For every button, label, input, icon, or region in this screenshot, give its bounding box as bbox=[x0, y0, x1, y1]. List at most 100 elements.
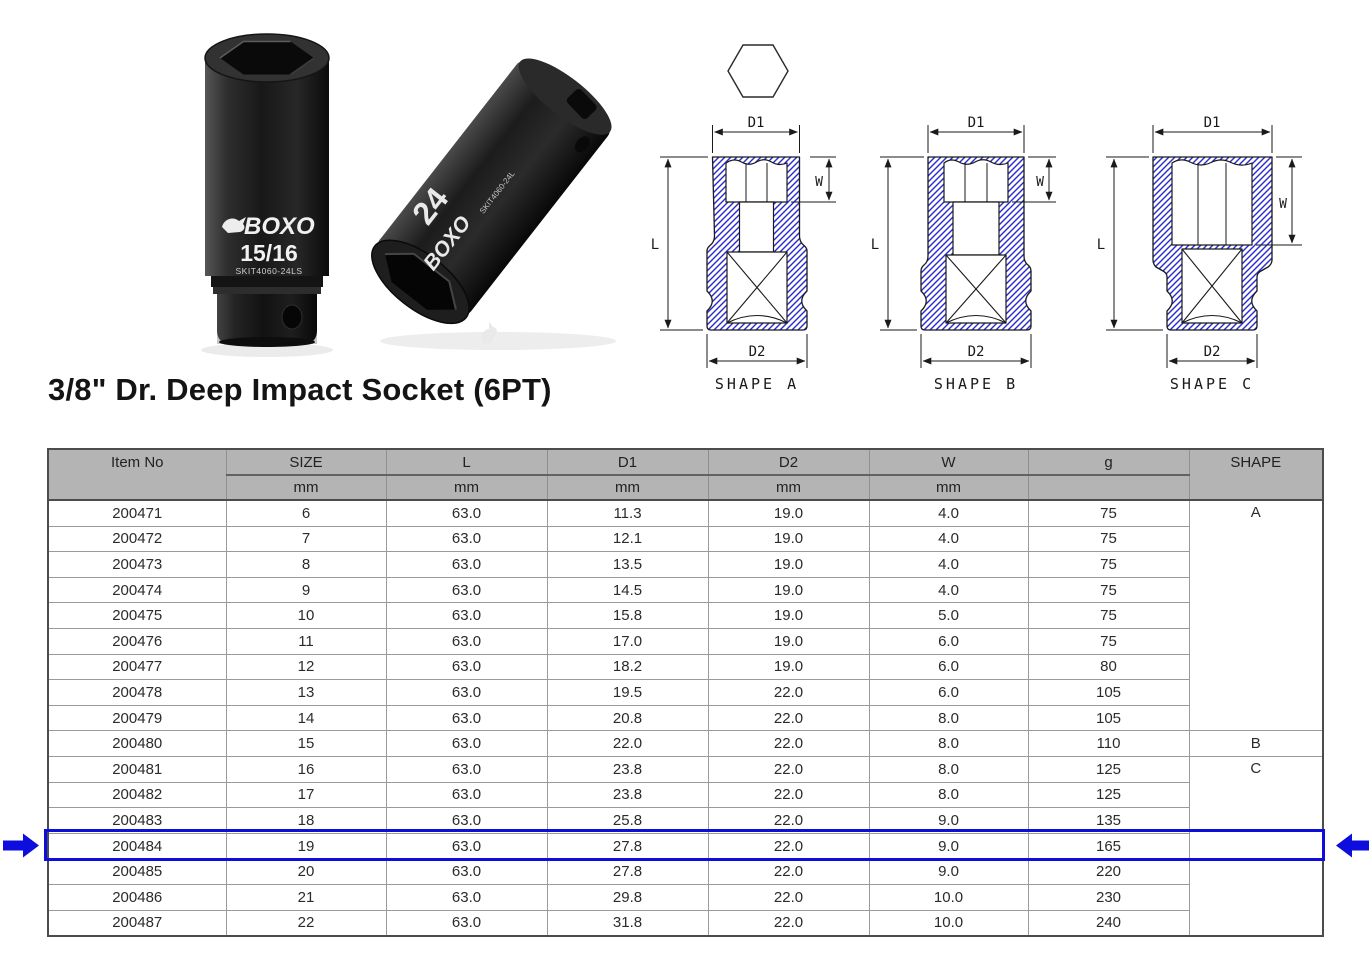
boxo-logo: BOXO bbox=[222, 213, 315, 240]
table-cell: 22.0 bbox=[707, 781, 870, 809]
table-cell: 10 bbox=[225, 602, 387, 629]
shape-group-a-cell: A bbox=[1188, 499, 1324, 732]
table-cell: 13.5 bbox=[546, 551, 709, 578]
table-cell: 200476 bbox=[47, 627, 227, 655]
shape-group-c-cell: C bbox=[1188, 755, 1324, 937]
table-cell: 63.0 bbox=[385, 499, 548, 527]
table-cell: 19.5 bbox=[546, 679, 709, 706]
table-cell: 200483 bbox=[47, 807, 227, 834]
table-row: 200474 9 63.0 14.5 19.0 4.0 75 bbox=[47, 576, 1323, 604]
table-cell: 200471 bbox=[47, 499, 227, 527]
table-row: 200478 13 63.0 19.5 22.0 6.0 105 bbox=[47, 679, 1323, 706]
table-cell: 9.0 bbox=[868, 807, 1029, 834]
table-cell: 63.0 bbox=[385, 653, 548, 681]
table-cell: 110 bbox=[1027, 730, 1190, 757]
size-marking: 15/16 bbox=[240, 240, 298, 266]
table-cell: 125 bbox=[1027, 781, 1190, 809]
table-row: 200479 14 63.0 20.8 22.0 8.0 105 bbox=[47, 704, 1323, 732]
svg-text:D1: D1 bbox=[968, 115, 985, 131]
table-cell: 230 bbox=[1027, 883, 1190, 911]
table-cell: 200475 bbox=[47, 602, 227, 629]
svg-text:W: W bbox=[815, 175, 823, 190]
table-cell: 4.0 bbox=[868, 551, 1029, 578]
table-cell: 135 bbox=[1027, 807, 1190, 834]
table-cell: 75 bbox=[1027, 525, 1190, 553]
table-row: 200472 7 63.0 12.1 19.0 4.0 75 bbox=[47, 525, 1323, 553]
table-cell: 19.0 bbox=[707, 627, 870, 655]
table-cell: 6.0 bbox=[868, 653, 1029, 681]
svg-text:D2: D2 bbox=[1204, 344, 1221, 360]
page-title: 3/8" Dr. Deep Impact Socket (6PT) bbox=[48, 372, 552, 407]
table-cell: 18.2 bbox=[546, 653, 709, 681]
diagram-shape-a: D1 L W D2 SHAPE A bbox=[651, 115, 836, 393]
table-cell: 63.0 bbox=[385, 627, 548, 655]
table-cell: 12 bbox=[225, 653, 387, 681]
table-cell: 200472 bbox=[47, 525, 227, 553]
table-cell: 105 bbox=[1027, 704, 1190, 732]
shape-diagrams: D1 L W D2 SHAPE A bbox=[651, 44, 1302, 393]
table-cell: 63.0 bbox=[385, 525, 548, 553]
table-cell: 75 bbox=[1027, 627, 1190, 655]
table-cell: 31.8 bbox=[546, 909, 709, 937]
column-header-item-no: Item No bbox=[47, 448, 227, 501]
table-cell: 105 bbox=[1027, 679, 1190, 706]
table-cell: 220 bbox=[1027, 858, 1190, 885]
svg-text:L: L bbox=[651, 237, 659, 253]
table-cell: 27.8 bbox=[546, 858, 709, 885]
column-header-w: W bbox=[868, 448, 1029, 476]
table-row: 200481 16 63.0 23.8 22.0 8.0 125 C bbox=[47, 755, 1324, 937]
table-cell: 10.0 bbox=[868, 909, 1029, 937]
product-photo: BOXO 15/16 SKIT4060-24LS 24 bbox=[201, 33, 616, 357]
table-cell: 19.0 bbox=[707, 653, 870, 681]
table-row: 200475 10 63.0 15.8 19.0 5.0 75 bbox=[47, 602, 1323, 629]
unit-cell: mm bbox=[225, 474, 387, 501]
table-cell: 19.0 bbox=[707, 551, 870, 578]
svg-text:L: L bbox=[871, 237, 879, 253]
diagram-caption: SHAPE B bbox=[934, 375, 1018, 393]
table-cell: 25.8 bbox=[546, 807, 709, 834]
table-cell: 63.0 bbox=[385, 909, 548, 937]
table-cell: 18 bbox=[225, 807, 387, 834]
table-cell: 19.0 bbox=[707, 499, 870, 527]
highlighted-row: 200484 19 63.0 27.8 22.0 9.0 165 bbox=[47, 832, 1323, 860]
table-cell: 22.0 bbox=[707, 883, 870, 911]
table-cell: 8 bbox=[225, 551, 387, 578]
table-cell: 14.5 bbox=[546, 576, 709, 604]
table-cell: 200477 bbox=[47, 653, 227, 681]
svg-text:D1: D1 bbox=[1204, 115, 1221, 131]
table-cell: 200478 bbox=[47, 679, 227, 706]
table-cell: 16 bbox=[225, 755, 387, 783]
table-cell: 6.0 bbox=[868, 679, 1029, 706]
table-cell: 125 bbox=[1027, 755, 1190, 783]
unit-cell: mm bbox=[868, 474, 1029, 501]
table-container: Item No SIZE L D1 D2 W g SHAPE mm mm mm … bbox=[3, 448, 1369, 938]
table-cell: 15 bbox=[225, 730, 387, 757]
table-cell: 9.0 bbox=[868, 858, 1029, 885]
table-cell: 63.0 bbox=[385, 576, 548, 604]
table-row: 200480 15 63.0 22.0 22.0 8.0 110 B bbox=[47, 730, 1324, 757]
hex-bore-opening bbox=[384, 253, 456, 310]
column-header-size: SIZE bbox=[225, 448, 387, 476]
table-row: 200485 20 63.0 27.8 22.0 9.0 220 bbox=[47, 858, 1323, 885]
table-cell: 4.0 bbox=[868, 525, 1029, 553]
table-cell: 8.0 bbox=[868, 704, 1029, 732]
table-cell: 9 bbox=[225, 576, 387, 604]
table-cell: 63.0 bbox=[385, 832, 548, 860]
table-cell: 165 bbox=[1027, 832, 1190, 860]
table-cell: 20 bbox=[225, 858, 387, 885]
table-cell: 23.8 bbox=[546, 755, 709, 783]
svg-text:D2: D2 bbox=[968, 344, 985, 360]
table-cell: 5.0 bbox=[868, 602, 1029, 629]
column-header-d1: D1 bbox=[546, 448, 709, 476]
table-cell: 200481 bbox=[47, 755, 227, 783]
table-cell: 22.0 bbox=[707, 909, 870, 937]
table-row: 200483 18 63.0 25.8 22.0 9.0 135 bbox=[47, 807, 1323, 834]
unit-cell bbox=[1027, 474, 1190, 501]
table-cell: 12.1 bbox=[546, 525, 709, 553]
table-cell: 75 bbox=[1027, 602, 1190, 629]
code-marking: SKIT4060-24LS bbox=[236, 266, 303, 276]
diagram-shape-c: D1 L W D2 SHAPE C bbox=[1097, 115, 1302, 393]
right-pointer-arrow-icon bbox=[1336, 833, 1369, 857]
diagram-shape-b: D1 L W D2 SHAPE B bbox=[871, 115, 1056, 393]
